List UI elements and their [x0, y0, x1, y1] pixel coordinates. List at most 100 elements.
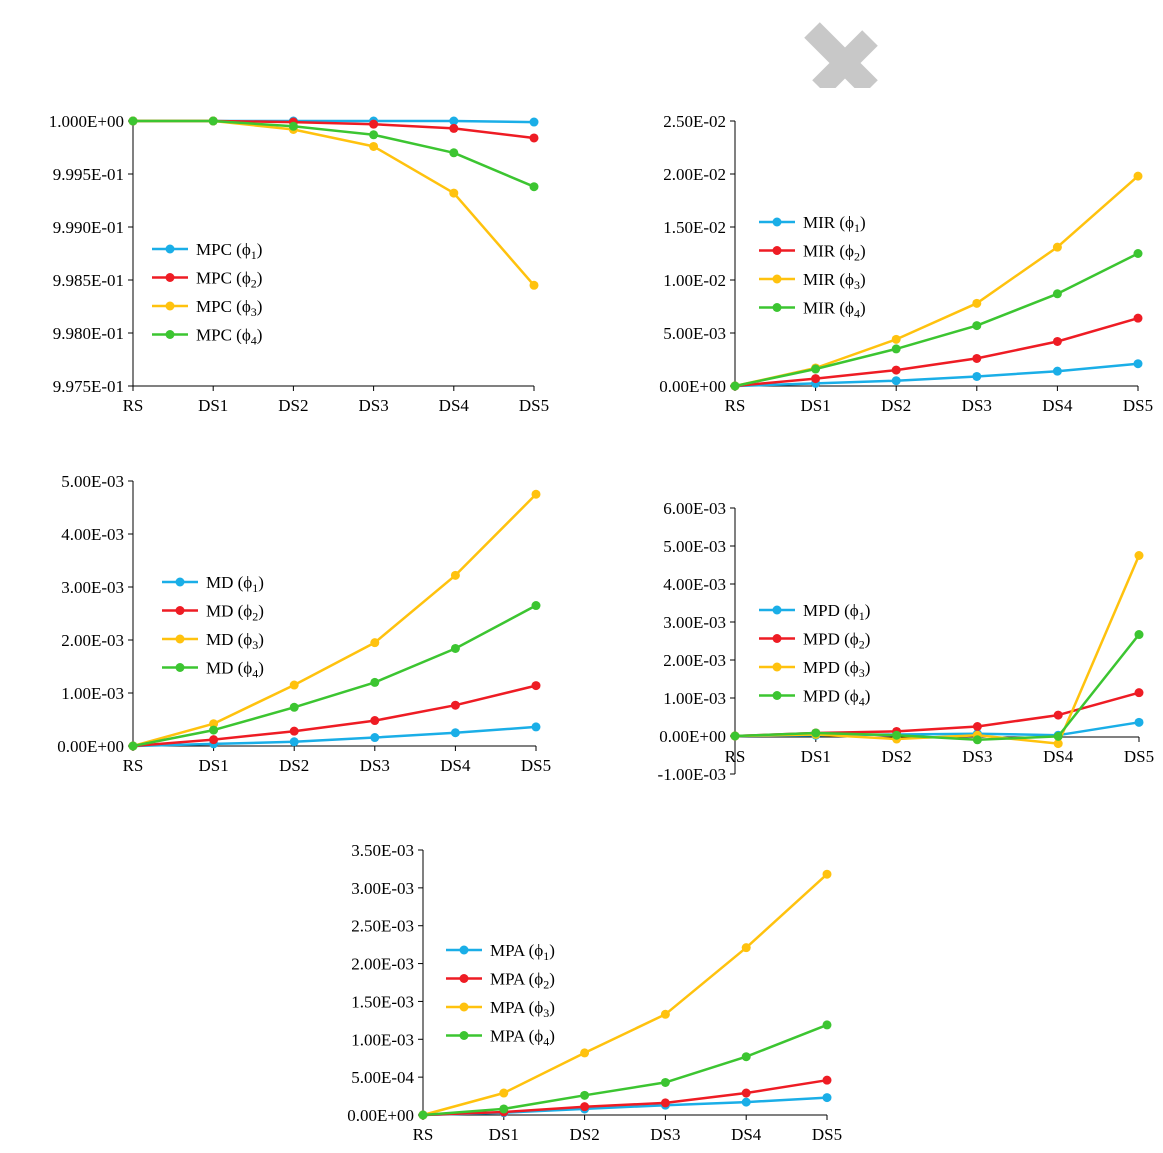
data-point [288, 121, 298, 131]
legend-label: MPC (ϕ1) [196, 240, 262, 262]
y-tick-label: 4.00E-03 [663, 575, 726, 594]
y-tick-label: 1.000E+00 [49, 112, 124, 131]
legend-label: MPC (ϕ4) [196, 326, 262, 348]
legend-label: MPC (ϕ3) [196, 297, 262, 319]
chart-panel-3: 0.00E+00 1.00E-03 2.00E-03 3.00E-03 4.00E-03… [57, 472, 551, 775]
data-point [1134, 551, 1144, 560]
legend-swatch-marker [772, 634, 782, 643]
data-point [972, 722, 982, 731]
data-point [529, 182, 539, 192]
data-point [822, 1075, 832, 1085]
legend-label: MPA (ϕ4) [490, 1027, 555, 1049]
x-tick-label: DS3 [962, 747, 992, 766]
data-point [289, 737, 299, 747]
data-point [1052, 242, 1062, 252]
y-tick-label: 3.00E-03 [351, 879, 414, 898]
x-tick-label: DS4 [1042, 396, 1073, 415]
data-point [822, 1020, 832, 1030]
x-tick-label: DS4 [731, 1125, 762, 1144]
data-point [1053, 710, 1063, 720]
data-point [529, 133, 539, 143]
data-point [741, 943, 751, 953]
data-point [370, 638, 380, 648]
y-tick-label: 1.00E-03 [61, 684, 124, 703]
x-tick-label: DS2 [881, 396, 911, 415]
y-tick-label: 2.00E-03 [663, 651, 726, 670]
y-tick-label: 9.985E-01 [53, 271, 124, 290]
x-tick-label: RS [123, 756, 144, 775]
x-tick-label: DS4 [1043, 747, 1074, 766]
data-point [972, 371, 982, 381]
data-point [370, 733, 380, 743]
legend-label: MIR (ϕ4) [803, 299, 866, 321]
data-point [1053, 739, 1063, 749]
x-tick-label: DS1 [198, 756, 228, 775]
x-tick-label: DS2 [279, 756, 309, 775]
data-point [418, 1110, 428, 1120]
series-line-1 [132, 725, 537, 748]
legend-label: MIR (ϕ2) [803, 242, 866, 264]
legend-swatch-marker [772, 274, 782, 284]
data-point [580, 1048, 590, 1058]
cross-stroke-b [812, 30, 878, 96]
data-point [580, 1090, 590, 1100]
y-tick-label: 9.975E-01 [53, 377, 124, 396]
data-point [209, 735, 219, 745]
x-tick-label: RS [413, 1125, 434, 1144]
x-tick-label: DS1 [801, 747, 831, 766]
data-point [289, 680, 299, 690]
legend-swatch-marker [459, 1031, 469, 1040]
data-point [370, 677, 380, 687]
x-tick-label: DS2 [881, 747, 911, 766]
series-line-3 [132, 493, 537, 748]
x-tick-label: DS5 [1123, 396, 1153, 415]
legend-swatch-marker [772, 217, 782, 227]
y-tick-label: 2.50E-03 [351, 917, 414, 936]
data-point [128, 741, 138, 751]
legend-swatch-marker [175, 634, 185, 644]
data-point [128, 116, 138, 126]
y-tick-label: 9.995E-01 [53, 165, 124, 184]
y-tick-label: 1.00E-02 [663, 271, 726, 290]
x-tick-label: DS4 [440, 756, 471, 775]
data-point [1134, 630, 1144, 640]
series-line-3 [734, 555, 1141, 745]
data-point [450, 570, 460, 580]
data-point [450, 700, 460, 710]
y-tick-label: 0.00E+00 [659, 727, 726, 746]
legend-swatch-marker [772, 691, 782, 700]
data-point [730, 731, 740, 741]
y-tick-label: 9.990E-01 [53, 218, 124, 237]
data-point [741, 1088, 751, 1098]
data-point [580, 1102, 590, 1112]
data-point [450, 643, 460, 653]
legend-label: MD (ϕ1) [206, 573, 264, 595]
y-tick-label: 2.00E-03 [351, 955, 414, 974]
x-tick-label: DS3 [358, 396, 388, 415]
data-point [730, 381, 740, 391]
data-point [1052, 366, 1062, 376]
y-tick-label: 2.00E-02 [663, 165, 726, 184]
y-tick-label: 0.00E+00 [659, 377, 726, 396]
data-point [660, 1098, 670, 1108]
data-point [209, 725, 219, 735]
x-tick-label: DS5 [1124, 747, 1154, 766]
x-tick-label: RS [725, 396, 746, 415]
chart-panel-4: -1.00E-03 0.00E+00 1.00E-03 2.00E-03 3.00E-0… [658, 499, 1155, 784]
x-tick-label: DS3 [360, 756, 390, 775]
data-point [1133, 313, 1143, 323]
chart-panel-2: 0.00E+00 5.00E-03 1.00E-02 1.50E-02 2.00E-02… [659, 112, 1153, 415]
data-point [369, 119, 379, 129]
x-tick-label: DS2 [278, 396, 308, 415]
data-point [531, 601, 541, 611]
data-point [369, 141, 379, 151]
x-tick-label: RS [123, 396, 144, 415]
partial-cross-mark [780, 22, 920, 118]
data-point [972, 321, 982, 331]
data-point [531, 681, 541, 691]
data-point [822, 869, 832, 879]
legend-label: MD (ϕ4) [206, 659, 264, 681]
legend-label: MPA (ϕ1) [490, 941, 555, 963]
legend-label: MPD (ϕ2) [803, 630, 870, 652]
y-tick-label: 0.00E+00 [57, 737, 124, 756]
